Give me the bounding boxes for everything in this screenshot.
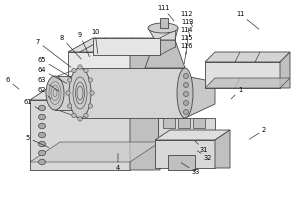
Circle shape bbox=[184, 73, 188, 78]
Polygon shape bbox=[185, 76, 215, 118]
Polygon shape bbox=[55, 76, 80, 110]
Circle shape bbox=[78, 117, 82, 121]
Ellipse shape bbox=[38, 132, 46, 138]
Ellipse shape bbox=[38, 114, 46, 120]
Polygon shape bbox=[130, 38, 155, 100]
Circle shape bbox=[68, 78, 72, 82]
Text: 113: 113 bbox=[181, 19, 193, 37]
Text: 32: 32 bbox=[197, 151, 212, 161]
Polygon shape bbox=[280, 52, 290, 88]
Polygon shape bbox=[158, 118, 215, 145]
Ellipse shape bbox=[38, 150, 46, 156]
Text: 65: 65 bbox=[38, 57, 71, 77]
Polygon shape bbox=[163, 118, 175, 128]
Text: 62: 62 bbox=[38, 87, 51, 99]
Polygon shape bbox=[30, 100, 130, 170]
Text: 7: 7 bbox=[36, 39, 71, 67]
Polygon shape bbox=[178, 118, 190, 128]
Text: 63: 63 bbox=[38, 77, 59, 91]
Polygon shape bbox=[30, 142, 160, 162]
Polygon shape bbox=[30, 80, 160, 100]
Circle shape bbox=[88, 104, 93, 108]
Text: 115: 115 bbox=[181, 35, 193, 55]
Text: 114: 114 bbox=[181, 27, 193, 46]
Text: 6: 6 bbox=[6, 77, 19, 89]
Text: 116: 116 bbox=[181, 43, 193, 64]
Polygon shape bbox=[215, 130, 230, 168]
Polygon shape bbox=[205, 62, 280, 88]
Polygon shape bbox=[168, 155, 195, 170]
Polygon shape bbox=[130, 80, 160, 170]
Circle shape bbox=[184, 110, 188, 114]
Ellipse shape bbox=[38, 159, 46, 165]
Ellipse shape bbox=[148, 23, 178, 33]
Text: 5: 5 bbox=[26, 135, 49, 147]
Circle shape bbox=[184, 82, 188, 88]
Circle shape bbox=[184, 92, 188, 97]
Polygon shape bbox=[68, 52, 130, 100]
Polygon shape bbox=[205, 52, 290, 62]
Circle shape bbox=[78, 65, 82, 69]
Text: 10: 10 bbox=[91, 29, 99, 54]
Text: 112: 112 bbox=[181, 11, 193, 27]
Polygon shape bbox=[160, 18, 168, 28]
Text: 8: 8 bbox=[60, 35, 81, 59]
Ellipse shape bbox=[46, 76, 64, 110]
Circle shape bbox=[84, 113, 88, 118]
Ellipse shape bbox=[69, 68, 91, 118]
Polygon shape bbox=[80, 68, 185, 118]
Polygon shape bbox=[148, 28, 178, 40]
Ellipse shape bbox=[38, 141, 46, 147]
Text: 61: 61 bbox=[24, 99, 39, 109]
Ellipse shape bbox=[38, 123, 46, 129]
Ellipse shape bbox=[177, 68, 193, 118]
Circle shape bbox=[72, 113, 76, 118]
Circle shape bbox=[90, 91, 94, 95]
Polygon shape bbox=[93, 38, 160, 55]
Circle shape bbox=[72, 68, 76, 73]
Text: 64: 64 bbox=[38, 67, 67, 83]
Circle shape bbox=[66, 91, 70, 95]
Circle shape bbox=[88, 78, 93, 82]
Text: 11: 11 bbox=[236, 11, 259, 29]
Polygon shape bbox=[155, 130, 230, 140]
Ellipse shape bbox=[38, 105, 46, 111]
Polygon shape bbox=[205, 78, 290, 88]
Polygon shape bbox=[68, 38, 155, 52]
Polygon shape bbox=[155, 140, 215, 168]
Text: 33: 33 bbox=[181, 163, 200, 175]
Circle shape bbox=[84, 68, 88, 73]
Circle shape bbox=[68, 104, 72, 108]
Text: 1: 1 bbox=[231, 87, 242, 99]
Polygon shape bbox=[193, 118, 205, 128]
Circle shape bbox=[184, 100, 188, 106]
Text: 2: 2 bbox=[249, 127, 266, 139]
Polygon shape bbox=[145, 40, 185, 68]
Text: 9: 9 bbox=[78, 32, 89, 57]
Text: 4: 4 bbox=[116, 153, 120, 171]
Text: 31: 31 bbox=[195, 141, 208, 153]
Text: 111: 111 bbox=[157, 5, 174, 21]
